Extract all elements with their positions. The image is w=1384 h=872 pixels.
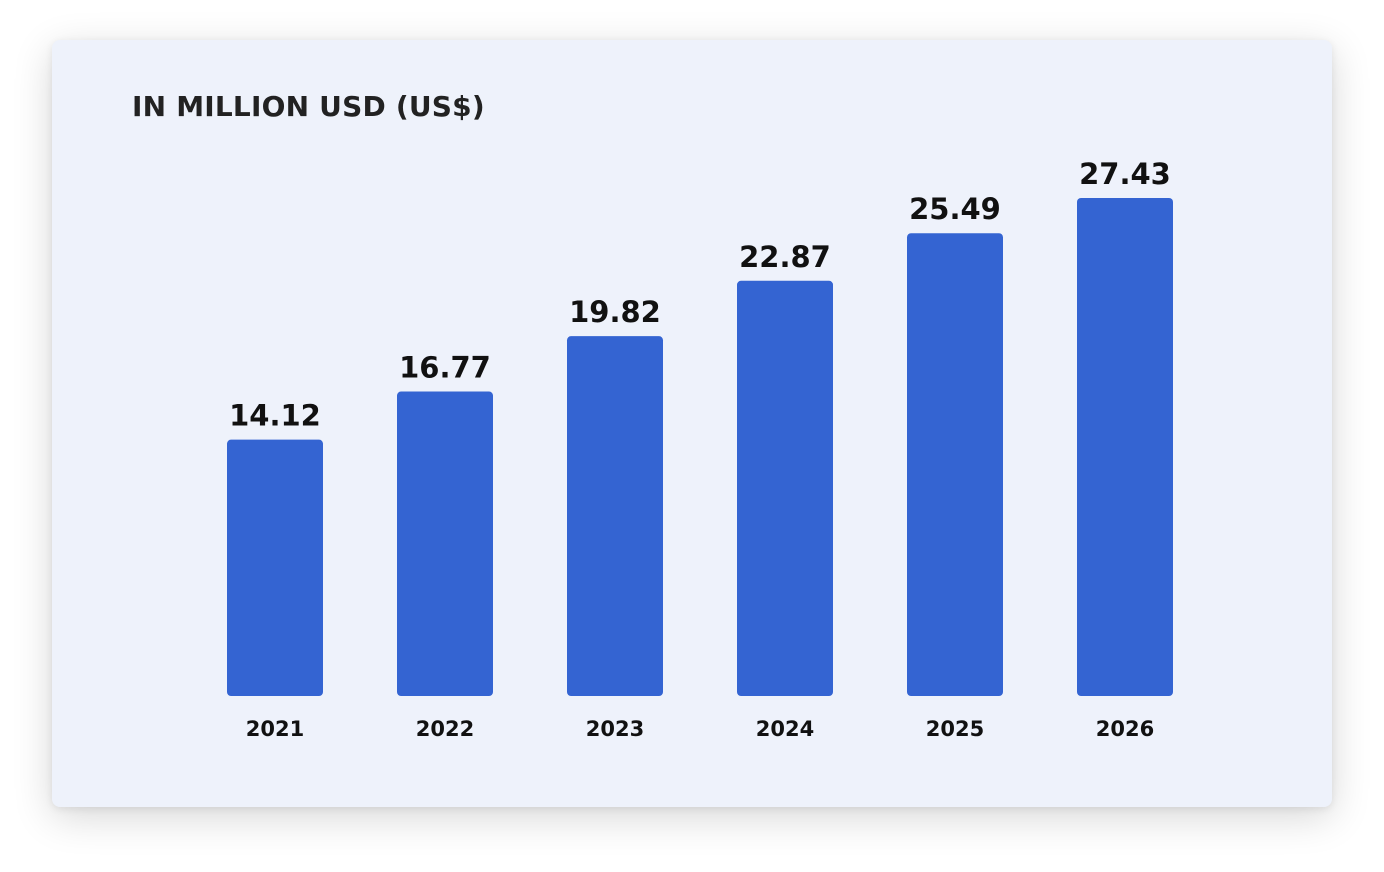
data-label-2025: 25.49 xyxy=(909,192,1001,226)
x-tick-label-2022: 2022 xyxy=(416,717,474,741)
x-tick-label-2023: 2023 xyxy=(586,717,644,741)
x-tick-label-2024: 2024 xyxy=(756,717,814,741)
bar-2026 xyxy=(1077,198,1173,696)
data-label-2024: 22.87 xyxy=(739,240,831,274)
bar-chart: 14.12 2021 16.77 2022 19.82 2023 22.87 2024 25.4… xyxy=(227,157,1173,741)
bar-2024 xyxy=(737,280,833,696)
x-tick-label-2021: 2021 xyxy=(246,717,304,741)
chart-title: IN MILLION USD (US$) xyxy=(132,90,485,123)
bar-2025 xyxy=(907,233,1003,696)
bar-2022 xyxy=(397,391,493,696)
bar-2021 xyxy=(227,439,323,696)
data-label-2022: 16.77 xyxy=(399,351,491,385)
data-label-2023: 19.82 xyxy=(569,295,661,329)
data-label-2026: 27.43 xyxy=(1079,157,1171,191)
bar-2023 xyxy=(567,336,663,696)
data-label-2021: 14.12 xyxy=(229,399,321,433)
x-tick-label-2026: 2026 xyxy=(1096,717,1154,741)
x-tick-label-2025: 2025 xyxy=(926,717,984,741)
chart-card: IN MILLION USD (US$) 14.12 2021 16.77 2022 1… xyxy=(52,40,1332,807)
